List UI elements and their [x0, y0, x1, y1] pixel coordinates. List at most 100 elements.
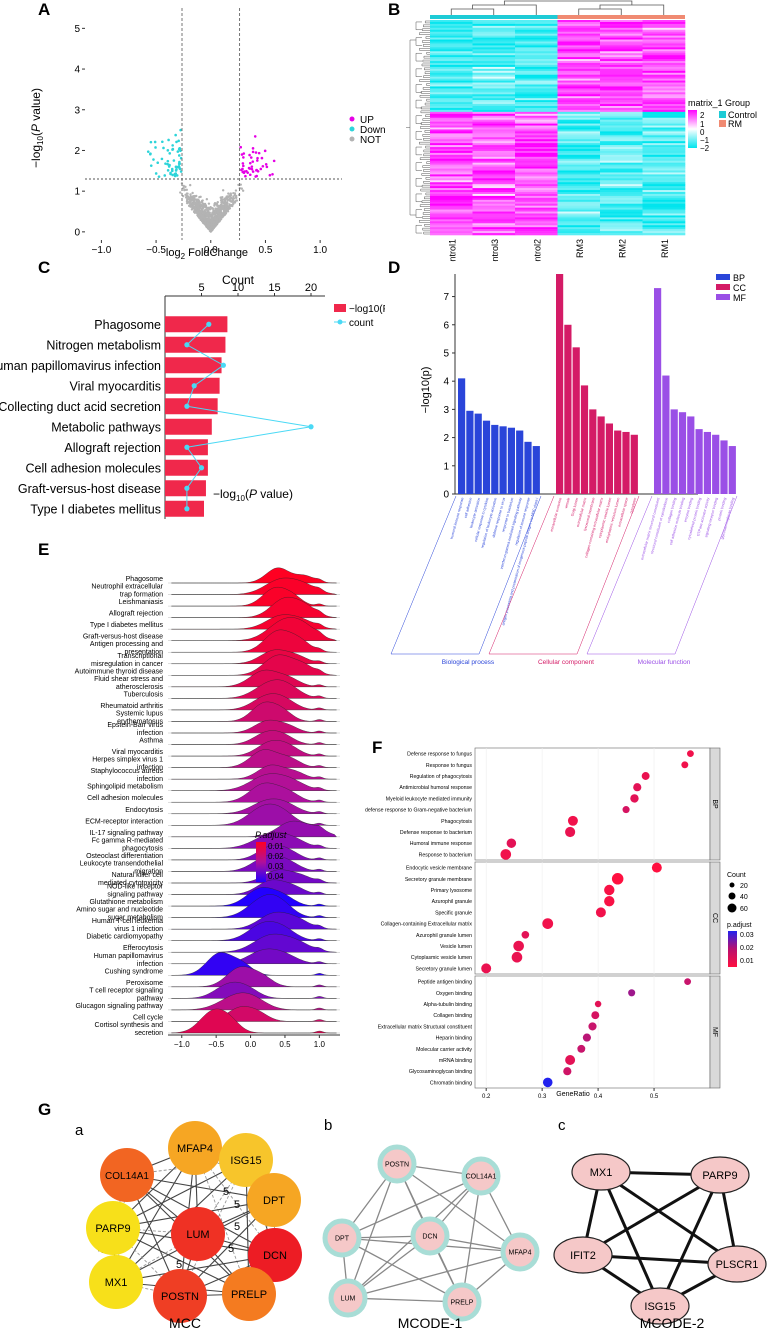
- point-not: [207, 222, 211, 226]
- column-label: Control3: [490, 239, 500, 262]
- heatmap-cell: [472, 113, 516, 117]
- heatmap-cell: [430, 190, 473, 193]
- heatmap-cell: [642, 94, 686, 97]
- go-dot-label: Cytoplasmic vesicle lumen: [411, 955, 472, 961]
- point-not: [231, 199, 235, 202]
- heatmap-cell: [430, 23, 473, 27]
- point-not: [195, 194, 198, 198]
- heatmap-cell: [430, 63, 473, 66]
- heatmap-cell: [557, 96, 601, 99]
- heatmap-cell: [430, 106, 473, 109]
- point-down: [157, 175, 161, 178]
- go-dot-label: Antimicrobial humoral response: [399, 785, 472, 791]
- heatmap-cell: [515, 117, 558, 120]
- heatmap-cell: [600, 35, 643, 38]
- heatmap-cell: [642, 213, 686, 216]
- network-node-label: DPT: [335, 1236, 350, 1243]
- heatmap-cell: [557, 31, 601, 34]
- heatmap-cell: [515, 231, 558, 234]
- group-bar: [430, 15, 473, 19]
- network-edge: [341, 1237, 463, 1303]
- heatmap-cell: [472, 221, 516, 224]
- ridge-label: Cortisol synthesis and secretion: [95, 1022, 164, 1037]
- heatmap-cell: [472, 207, 516, 210]
- count-dot: [191, 383, 197, 389]
- heatmap-cell: [600, 195, 643, 199]
- point-not: [185, 192, 189, 195]
- heatmap-cell: [642, 223, 686, 226]
- heatmap-cell: [557, 164, 601, 167]
- heatmap-cell: [515, 107, 558, 111]
- heatmap-cell: [472, 53, 516, 56]
- network-edge: [347, 1251, 521, 1299]
- ridge-label: Systemic lupus erythematosus: [116, 710, 164, 725]
- point-up: [247, 166, 251, 170]
- heatmap-cell: [600, 20, 643, 23]
- go-dot: [563, 1067, 572, 1076]
- network-a-caption: MCC: [169, 1315, 201, 1331]
- heatmap-cell: [600, 166, 643, 169]
- heatmap-cell: [600, 100, 643, 103]
- heatmap-cell: [557, 78, 601, 81]
- heatmap-cell: [557, 205, 601, 208]
- ridge: [170, 693, 337, 711]
- heatmap-cell: [600, 90, 643, 93]
- heatmap-cell: [515, 82, 558, 85]
- kegg-bar: [165, 418, 212, 435]
- point-up: [242, 164, 245, 168]
- heatmap-cell: [642, 229, 686, 232]
- heatmap-cell: [515, 59, 558, 62]
- heatmap-cell: [472, 106, 516, 109]
- heatmap-cell: [557, 225, 601, 228]
- point-not: [185, 188, 188, 192]
- heatmap-cell: [600, 131, 643, 134]
- heatmap-cell: [472, 125, 516, 128]
- heatmap-cell: [430, 57, 473, 60]
- heatmap-cell: [430, 178, 473, 181]
- ridge-label: Viral myocarditis: [112, 749, 164, 756]
- heatmap-cell: [472, 119, 516, 122]
- heatmap-cell: [600, 109, 643, 113]
- heatmap-cell: [515, 135, 558, 138]
- heatmap-cell: [557, 162, 601, 165]
- ridge-label: Cushing syndrome: [105, 968, 163, 975]
- go-bar: [622, 431, 630, 494]
- heatmap-cell: [515, 160, 558, 163]
- heatmap-cell: [472, 23, 516, 27]
- heatmap-cell: [472, 102, 516, 105]
- heatmap-cell: [515, 55, 558, 58]
- heatmap-cell: [430, 29, 473, 33]
- point-not: [201, 202, 204, 205]
- ridge: [171, 567, 337, 584]
- heatmap-cell: [515, 178, 558, 181]
- padj-legend-title: P.adjust: [255, 830, 287, 840]
- heatmap-cell: [642, 190, 686, 193]
- heatmap-cell: [515, 94, 558, 97]
- ridge: [171, 894, 337, 918]
- heatmap-cell: [472, 174, 516, 177]
- heatmap-cell: [472, 80, 516, 83]
- heatmap-cell: [642, 55, 686, 58]
- heatmap-cell: [642, 231, 686, 234]
- heatmap-cell: [515, 170, 558, 173]
- heatmap-cell: [515, 20, 558, 23]
- heatmap-cell: [472, 213, 516, 216]
- go-bar: [695, 429, 703, 494]
- x-tick-label: 0.0: [204, 245, 218, 256]
- heatmap-cell: [642, 64, 686, 68]
- heatmap-cell: [557, 209, 601, 212]
- heatmap-cell: [642, 137, 686, 140]
- point-not: [216, 204, 219, 207]
- y-tick-label: 4: [74, 65, 80, 76]
- heatmap-cell: [642, 35, 686, 38]
- heatmap-cell: [515, 227, 558, 230]
- heatmap-cell: [642, 68, 686, 72]
- heatmap-cell: [557, 158, 601, 162]
- heatmap-cell: [557, 53, 601, 56]
- heatmap-cell: [515, 96, 558, 99]
- c-bottom-label: −log10(P value): [213, 487, 293, 503]
- go-bar: [572, 347, 580, 494]
- go-bar: [703, 431, 711, 494]
- heatmap-cell: [430, 117, 473, 120]
